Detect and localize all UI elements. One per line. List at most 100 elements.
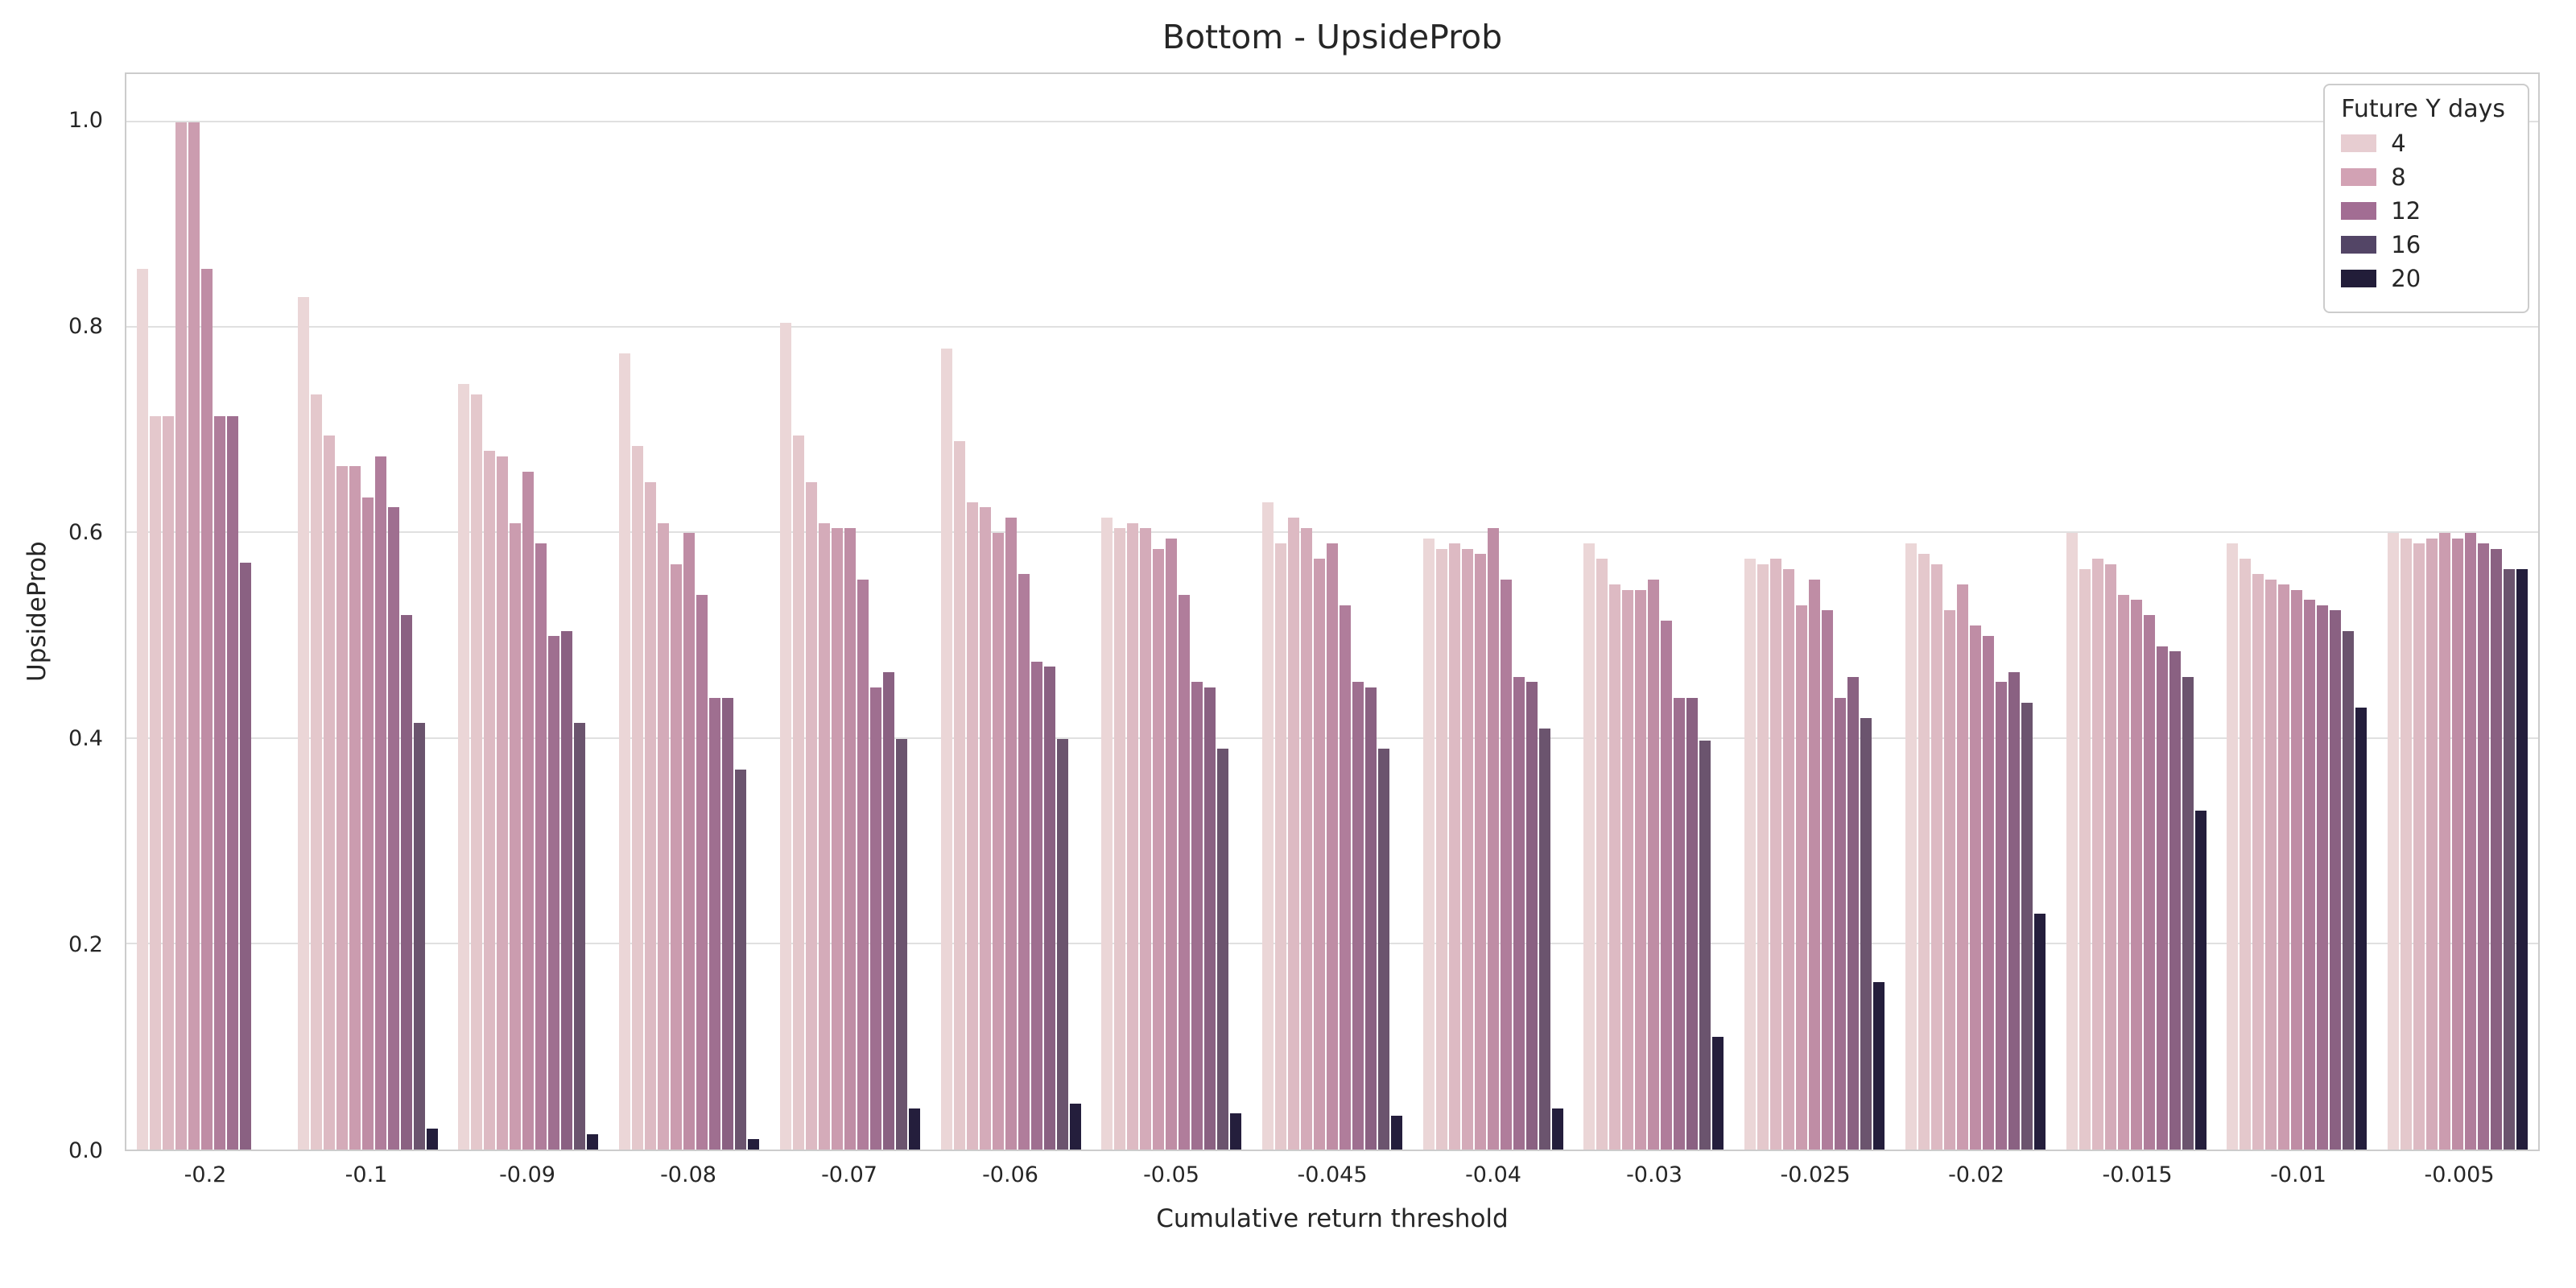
bar — [1018, 574, 1030, 1150]
x-tick-label: -0.045 — [1297, 1162, 1368, 1187]
bar-group — [2217, 74, 2378, 1150]
bar — [310, 394, 322, 1150]
bar — [632, 445, 644, 1150]
bar — [1153, 548, 1165, 1150]
plot-area — [125, 72, 2540, 1151]
bar — [1262, 502, 1274, 1150]
bar — [484, 451, 496, 1150]
bar-group — [287, 74, 448, 1150]
bar — [953, 440, 965, 1150]
bar-group — [126, 74, 287, 1150]
bar — [2465, 533, 2477, 1150]
bar — [1378, 749, 1389, 1150]
bar — [361, 497, 374, 1150]
bar — [735, 769, 747, 1150]
bar — [1487, 528, 1499, 1150]
bar — [548, 636, 560, 1150]
bar — [709, 697, 721, 1150]
bar — [400, 615, 412, 1150]
bar — [226, 415, 238, 1150]
bar — [239, 563, 251, 1150]
legend-entry: 4 — [2341, 130, 2505, 157]
bar — [2117, 594, 2129, 1150]
bar — [1204, 687, 1216, 1150]
x-tick-label: -0.01 — [2270, 1162, 2326, 1187]
bar — [908, 1108, 920, 1150]
bar — [535, 543, 547, 1150]
bar — [2156, 646, 2168, 1150]
bar — [966, 502, 978, 1150]
y-axis-ticks: 0.0 0.2 0.4 0.6 0.8 1.0 — [0, 72, 114, 1163]
bar — [2291, 589, 2303, 1150]
bar — [2355, 708, 2368, 1150]
x-tick-label: -0.09 — [499, 1162, 555, 1187]
gridline — [126, 120, 2538, 122]
bar — [1127, 522, 1139, 1150]
bar — [349, 466, 361, 1150]
bar-group — [2056, 74, 2217, 1150]
bar-group — [770, 74, 931, 1150]
bar — [1230, 1113, 1242, 1150]
bar — [1969, 625, 1981, 1150]
x-tick-label: -0.015 — [2102, 1162, 2173, 1187]
bar — [857, 579, 869, 1150]
bar — [1422, 538, 1435, 1150]
bar — [1757, 564, 1769, 1150]
bar — [869, 687, 881, 1150]
bar — [779, 322, 791, 1150]
bar — [2413, 543, 2425, 1150]
bar — [2008, 671, 2020, 1150]
bar — [136, 269, 148, 1150]
legend-entries: 4 8 12 16 20 — [2341, 130, 2505, 292]
bar — [992, 533, 1004, 1150]
bar — [2401, 538, 2413, 1150]
bar-group — [1574, 74, 1735, 1150]
bar-group — [1413, 74, 1574, 1150]
bar — [1995, 682, 2007, 1150]
bar — [1056, 738, 1068, 1150]
bar — [1835, 697, 1847, 1150]
bar — [1905, 543, 1917, 1150]
bar — [323, 436, 335, 1150]
bar — [458, 384, 470, 1150]
bar — [1686, 697, 1699, 1150]
bar — [1551, 1108, 1563, 1150]
bar — [895, 738, 907, 1150]
bar-group — [1734, 74, 1895, 1150]
bar — [1461, 548, 1473, 1150]
bar — [1648, 579, 1660, 1150]
legend-swatch — [2341, 168, 2377, 186]
bar — [213, 415, 225, 1150]
bar — [2491, 548, 2503, 1150]
bar — [1391, 1115, 1402, 1150]
bar — [426, 1129, 438, 1150]
x-tick-label: -0.025 — [1780, 1162, 1851, 1187]
legend-label: 20 — [2391, 265, 2421, 292]
bar — [2504, 569, 2516, 1150]
x-tick-label: -0.07 — [821, 1162, 877, 1187]
bar — [1596, 559, 1608, 1150]
bar — [2330, 610, 2342, 1150]
x-tick-label: -0.05 — [1143, 1162, 1199, 1187]
legend: Future Y days 4 8 12 16 20 — [2323, 84, 2529, 313]
y-tick-label: 1.0 — [68, 108, 103, 134]
bar-group — [931, 74, 1092, 1150]
legend-entry: 12 — [2341, 197, 2505, 225]
bar — [1179, 594, 1191, 1150]
bar — [2304, 600, 2316, 1150]
legend-swatch — [2341, 202, 2377, 220]
bar — [188, 122, 200, 1150]
bar — [1770, 559, 1782, 1150]
bar — [387, 507, 399, 1150]
bar — [1327, 543, 1338, 1150]
y-tick-label: 0.0 — [68, 1138, 103, 1163]
bar — [1352, 682, 1364, 1150]
bar — [696, 594, 708, 1150]
x-tick-label: -0.02 — [1948, 1162, 2004, 1187]
bar — [2343, 630, 2355, 1150]
bar — [1365, 687, 1377, 1150]
bar — [2388, 533, 2400, 1150]
bar — [1005, 518, 1017, 1150]
legend-label: 8 — [2391, 163, 2406, 191]
